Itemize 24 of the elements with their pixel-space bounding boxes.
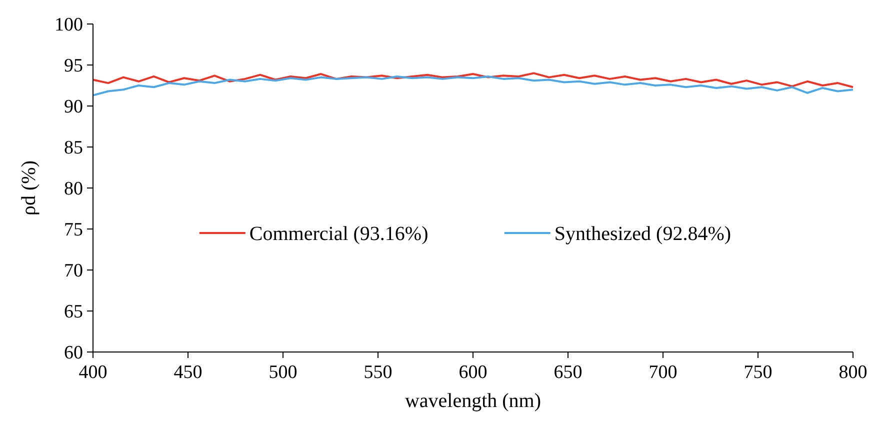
legend-label: Synthesized (92.84%) — [554, 223, 732, 245]
y-tick-label: 80 — [64, 178, 83, 200]
y-tick-label: 65 — [64, 302, 83, 323]
x-tick-label: 550 — [364, 362, 392, 383]
y-axis-title: ρd (%) — [18, 160, 40, 216]
x-axis-title: wavelength (nm) — [404, 390, 542, 412]
legend-label: Commercial (93.16%) — [249, 223, 428, 245]
y-tick-label: 75 — [64, 220, 83, 241]
x-tick-label: 750 — [744, 362, 772, 383]
y-tick-label: 95 — [64, 56, 83, 77]
y-tick-label: 90 — [64, 96, 83, 118]
x-tick-label: 450 — [174, 362, 202, 383]
x-tick-label: 400 — [78, 362, 108, 383]
y-tick-label: 100 — [54, 14, 83, 36]
y-tick-label: 70 — [64, 260, 83, 282]
line-series — [92, 75, 854, 96]
x-tick-label: 800 — [838, 362, 868, 383]
x-tick-label: 500 — [268, 362, 298, 383]
x-tick-label: 650 — [554, 362, 582, 383]
x-tick-label: 700 — [648, 362, 678, 383]
line-series — [92, 72, 854, 88]
y-tick-label: 85 — [64, 138, 83, 159]
x-tick-label: 600 — [458, 362, 488, 383]
y-tick-label: 60 — [64, 342, 83, 364]
